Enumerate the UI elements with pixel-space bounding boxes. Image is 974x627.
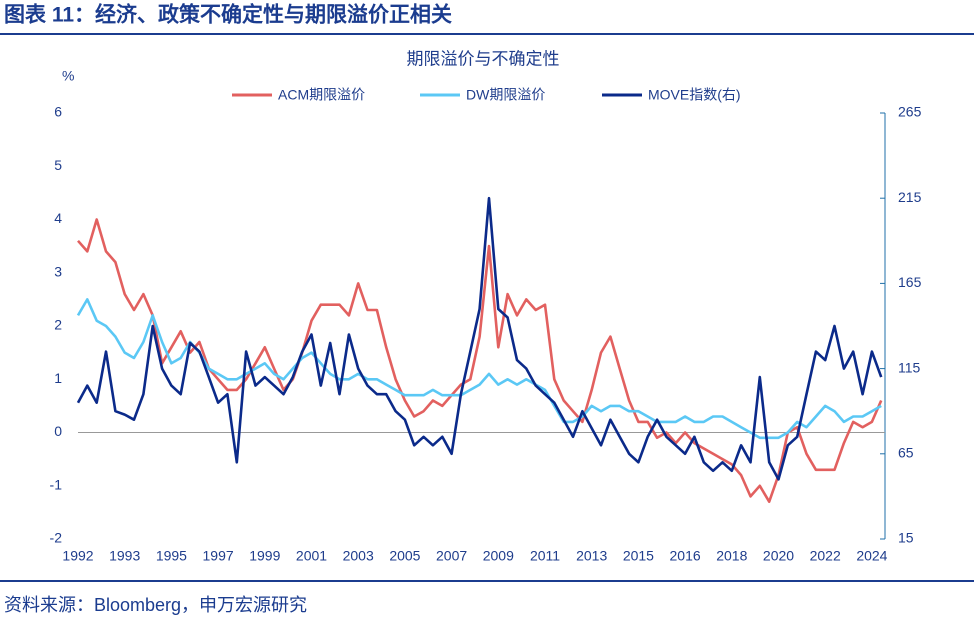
y2-tick-label: 165 [898,274,922,290]
y2-tick-label: 215 [898,189,922,205]
x-tick-label: 1997 [203,548,234,564]
x-tick-label: 2005 [389,548,420,564]
source: 资料来源：Bloomberg，申万宏源研究 [4,595,307,615]
y-tick-label: 6 [54,104,62,120]
legend-label: ACM期限溢价 [278,87,365,103]
x-tick-label: 2013 [576,548,607,564]
x-tick-label: 2009 [483,548,514,564]
x-tick-label: 2015 [623,548,654,564]
x-tick-label: 2022 [810,548,841,564]
series-line [77,218,883,503]
series-line [76,196,883,481]
legend-label: DW期限溢价 [466,87,545,103]
legend-label: MOVE指数(右) [648,87,741,103]
y-tick-label: 4 [54,210,62,226]
x-tick-label: 2003 [343,548,374,564]
x-tick-label: 2001 [296,548,327,564]
x-tick-label: 2020 [763,548,794,564]
x-tick-label: 2007 [436,548,467,564]
chart-title: 期限溢价与不确定性 [407,49,560,68]
y-tick-label: 3 [54,263,62,279]
x-tick-label: 2016 [670,548,701,564]
y2-tick-label: 265 [898,104,922,120]
y-axis-label: % [62,68,74,84]
x-tick-label: 2024 [856,548,887,564]
y-tick-label: 0 [54,423,62,439]
series-line [76,298,882,440]
figure-title: 图表 11：经济、政策不确定性与期限溢价正相关 [4,3,452,27]
y-tick-label: -2 [50,530,63,546]
y2-tick-label: 115 [898,359,921,375]
x-tick-label: 1992 [62,548,93,564]
x-tick-label: 2011 [530,548,560,564]
y-tick-label: -1 [50,476,63,492]
y-tick-label: 1 [54,370,62,386]
y2-tick-label: 15 [898,530,914,546]
x-tick-label: 1995 [156,548,187,564]
x-tick-label: 1999 [249,548,280,564]
y2-tick-label: 65 [898,445,914,461]
y-tick-label: 2 [54,317,62,333]
x-tick-label: 1993 [109,548,140,564]
x-tick-label: 2018 [716,548,747,564]
y-tick-label: 5 [54,157,62,173]
